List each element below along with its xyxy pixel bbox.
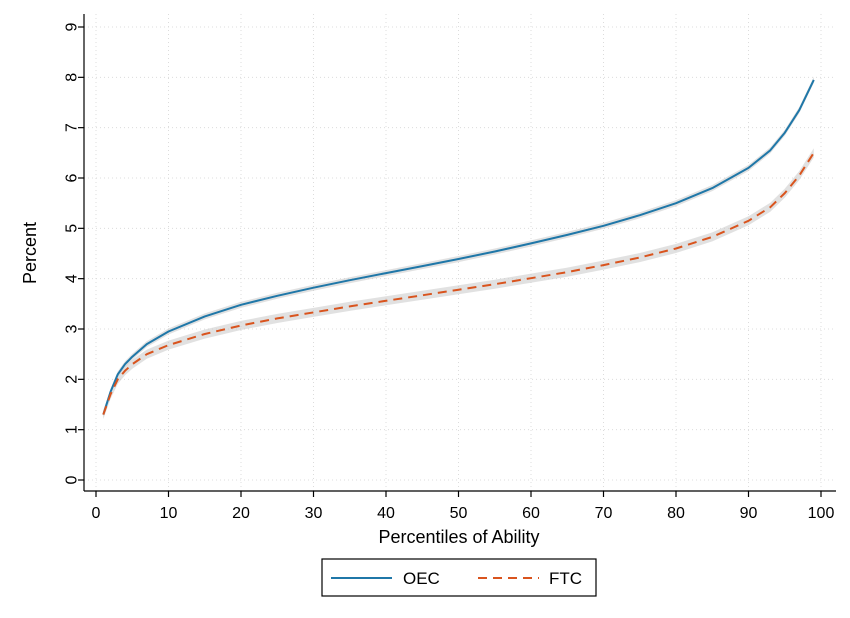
legend-box xyxy=(321,558,597,597)
y-tick-label: 5 xyxy=(64,224,81,233)
x-tick-label: 20 xyxy=(232,505,250,522)
series-lines xyxy=(102,79,815,415)
legend-label-oec: OEC xyxy=(403,569,440,588)
y-tick-label: 8 xyxy=(64,73,81,82)
x-tick-label: 50 xyxy=(450,505,468,522)
x-tick-label: 70 xyxy=(595,505,613,522)
legend: OEC FTC xyxy=(321,558,597,597)
x-tick-label: 10 xyxy=(160,505,178,522)
x-tick-label: 100 xyxy=(808,505,835,522)
y-tick-label: 7 xyxy=(64,123,81,132)
x-tick-label: 90 xyxy=(740,505,758,522)
series-line-ftc xyxy=(102,152,815,415)
y-tick-label: 3 xyxy=(64,324,81,333)
legend-label-ftc: FTC xyxy=(549,569,582,588)
x-tick-label: 80 xyxy=(667,505,685,522)
y-tick-label: 6 xyxy=(64,173,81,182)
x-tick-label: 0 xyxy=(92,505,101,522)
y-tick-label: 4 xyxy=(64,274,81,283)
y-tick-label: 1 xyxy=(64,425,81,434)
gridlines xyxy=(84,14,836,491)
y-tick-label: 9 xyxy=(64,22,81,31)
x-tick-label: 30 xyxy=(305,505,323,522)
x-tick-label: 40 xyxy=(377,505,395,522)
series-line-oec xyxy=(102,79,815,415)
y-tick-label: 0 xyxy=(64,475,81,484)
y-tick-label: 2 xyxy=(64,375,81,384)
y-axis-title: Percent xyxy=(20,222,40,284)
x-axis-title: Percentiles of Ability xyxy=(378,527,539,547)
x-tick-label: 60 xyxy=(522,505,540,522)
